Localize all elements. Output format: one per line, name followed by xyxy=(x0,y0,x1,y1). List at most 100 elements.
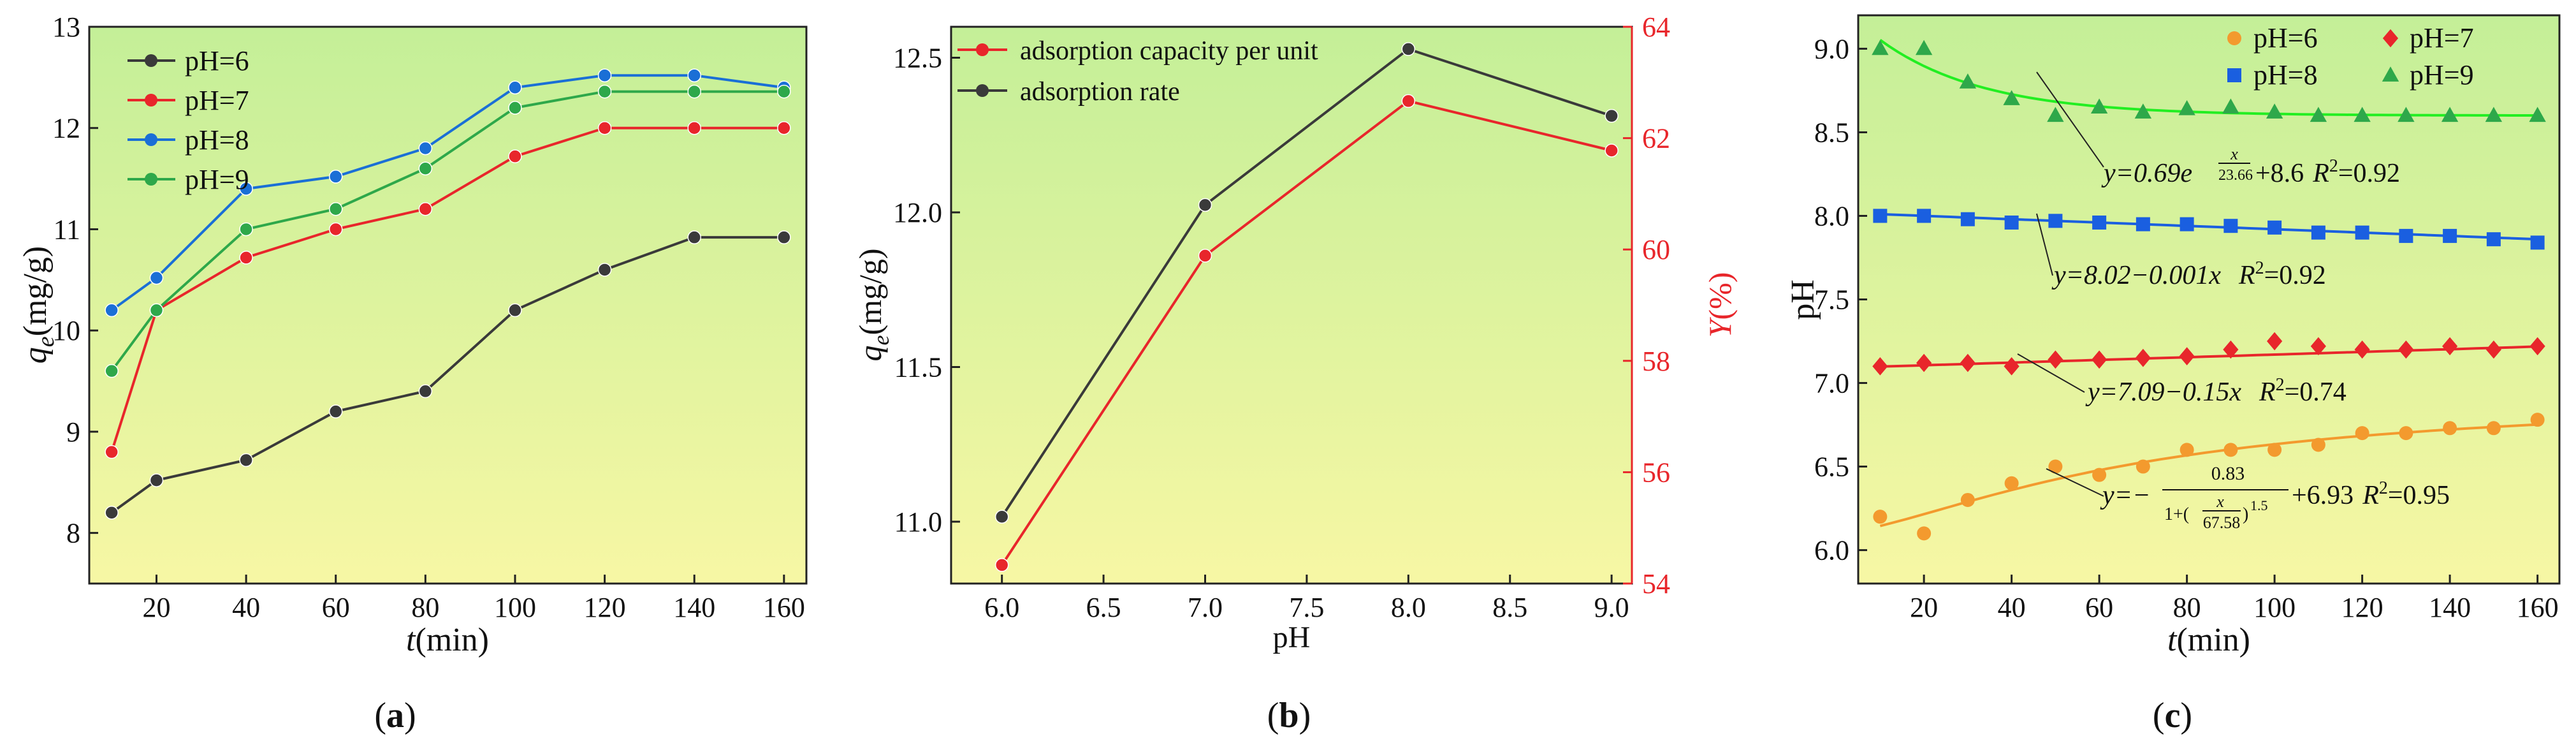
data-point xyxy=(328,222,343,237)
fit-curve-pH=7 xyxy=(1880,345,2538,368)
data-point xyxy=(508,80,522,94)
data-point xyxy=(1198,249,1212,263)
data-point xyxy=(2354,107,2371,122)
legend-label: adsorption rate xyxy=(1020,77,1180,107)
data-point xyxy=(2227,68,2241,82)
data-point xyxy=(418,202,433,216)
legend-label: pH=8 xyxy=(185,124,249,156)
annotations-c: y=0.69e x 23.66 +8.6 R2=0.92 y=8.02−0.001… xyxy=(2017,71,2450,532)
data-point xyxy=(2092,350,2107,369)
x-tick-label: 8.0 xyxy=(1391,592,1426,623)
plot-area-b xyxy=(950,26,1633,585)
plot-area-a xyxy=(88,26,808,585)
legend-marker xyxy=(145,133,157,146)
y-right-tick-label: 62 xyxy=(1642,123,1670,154)
data-point xyxy=(105,303,119,318)
x-tick-label: 80 xyxy=(411,592,439,623)
annotation-pointer-3 xyxy=(2017,353,2085,393)
data-point xyxy=(239,251,253,265)
x-axis-label-c: t(min) xyxy=(2167,622,2250,658)
data-point xyxy=(1960,353,1976,372)
y-tick-label: 8.0 xyxy=(1814,200,1849,232)
legend-marker xyxy=(976,84,989,97)
data-point xyxy=(105,506,119,520)
data-point xyxy=(777,121,791,135)
data-point xyxy=(2136,459,2150,474)
x-tick-label: 80 xyxy=(2173,592,2201,623)
series-line-adsorption rate xyxy=(1001,47,1612,518)
y-axis-label-b: qe(mg/g) xyxy=(852,248,894,361)
y-tick-label: 7.5 xyxy=(1814,284,1849,316)
y-tick-label: 8.5 xyxy=(1814,117,1849,148)
x-tick-label: 8.5 xyxy=(1492,592,1527,623)
data-point xyxy=(2222,98,2239,114)
y-tick-label: 10 xyxy=(52,315,80,346)
legend-marker xyxy=(976,43,989,56)
data-point xyxy=(2530,413,2545,427)
annotation-4-den-num: x xyxy=(2216,492,2224,511)
data-point xyxy=(2355,426,2369,441)
x-tick-label: 9.0 xyxy=(1594,592,1629,623)
annotation-3: y=7.09−0.15x R2=0.74 xyxy=(2085,375,2347,407)
x-tick-label: 7.0 xyxy=(1188,592,1223,623)
chart-b: 6.0 6.5 7.0 7.5 8.0 8.5 9.0 11.0 11.5 12.0 12.5 54 5… xyxy=(852,11,1738,735)
data-point xyxy=(2311,225,2325,240)
panel-label-b: (b) xyxy=(1267,696,1311,735)
x-tick-label: 60 xyxy=(322,592,350,623)
panel-label-c: (c) xyxy=(2153,696,2192,735)
x-tick-label: 160 xyxy=(763,592,805,623)
legend-marker xyxy=(145,173,157,186)
data-point xyxy=(2090,98,2108,114)
data-point xyxy=(328,170,343,184)
annotation-4-den-pre: 1+( xyxy=(2164,504,2189,524)
y-tick-label: 12.5 xyxy=(893,43,942,74)
data-point xyxy=(2135,348,2151,367)
series-points-a xyxy=(105,68,791,520)
x-tick-label: 140 xyxy=(2429,592,2471,623)
x-tick-label: 6.0 xyxy=(984,592,1019,623)
annotation-4-rest: +6.93 R2=0.95 xyxy=(2292,478,2450,510)
data-point xyxy=(149,473,164,487)
data-point xyxy=(1873,510,1888,524)
data-point xyxy=(687,84,701,99)
data-point xyxy=(418,161,433,175)
y-right-tick-label: 60 xyxy=(1642,234,1670,265)
legend-marker xyxy=(145,94,157,107)
data-point xyxy=(2048,350,2063,369)
fit-curves-c xyxy=(1879,39,2538,527)
data-point xyxy=(418,384,433,399)
data-point xyxy=(328,202,343,216)
data-point xyxy=(2048,214,2063,228)
data-point xyxy=(1873,209,1888,223)
x-tick-label: 140 xyxy=(673,592,715,623)
annotation-4-den-exp: 1.5 xyxy=(2250,497,2268,513)
legend-label: pH=7 xyxy=(185,85,249,116)
y-right-tick-label: 54 xyxy=(1642,568,1670,599)
x-tick-label: 6.5 xyxy=(1086,592,1121,623)
legend-c: pH=6 pH=7 pH=8 pH=9 xyxy=(2227,22,2474,91)
data-point xyxy=(2179,217,2194,232)
data-point xyxy=(687,230,701,244)
legend-a: pH=6 pH=7 pH=8 pH=9 xyxy=(127,45,249,195)
series-lines-b xyxy=(1001,47,1612,566)
data-point xyxy=(105,364,119,378)
chart-c: 20 40 60 80 100 120 140 160 6.0 6.5 7.0 7.5 8.0 8.5 9.… xyxy=(1785,14,2561,735)
y-tick-label: 6.0 xyxy=(1814,535,1849,566)
data-point xyxy=(2178,100,2195,115)
data-point xyxy=(1917,209,1932,223)
y-axis-label-c: pH xyxy=(1785,279,1821,320)
fit-curve-pH=9 xyxy=(1879,39,2538,117)
data-point xyxy=(239,182,253,196)
x-tick-label: 120 xyxy=(584,592,626,623)
annotation-pointer-2 xyxy=(2036,213,2053,276)
data-point xyxy=(2003,90,2020,105)
data-point xyxy=(1960,212,1975,226)
y-tick-label: 13 xyxy=(52,11,80,43)
data-point xyxy=(239,222,253,237)
ticks-c: 20 40 60 80 100 120 140 160 6.0 6.5 7.0 7.5 8.0 8.5 9.… xyxy=(1814,33,2559,623)
data-point xyxy=(2048,459,2063,474)
data-point xyxy=(2311,438,2325,452)
y-tick-label: 12 xyxy=(52,113,80,144)
data-point xyxy=(2382,29,2399,48)
